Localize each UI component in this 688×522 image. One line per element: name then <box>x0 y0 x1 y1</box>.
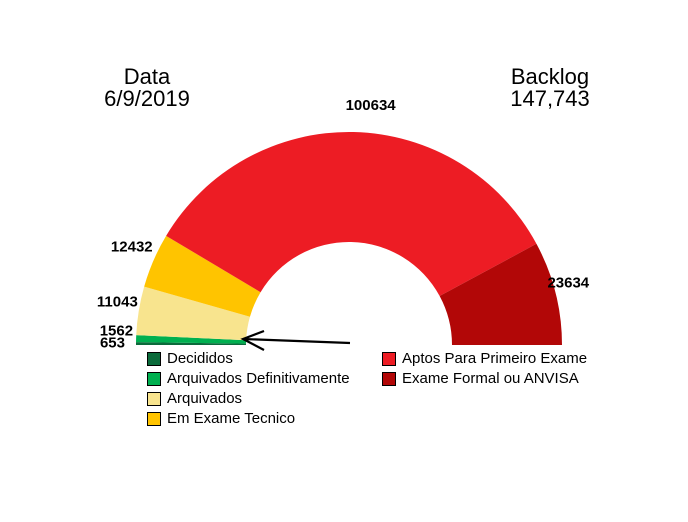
legend-swatch-icon <box>147 352 161 366</box>
backlog-label: Backlog <box>510 64 590 89</box>
gauge-segment-aptos-para-primeiro-exame <box>166 131 537 297</box>
segment-value-label-exame-formal-ou-anvisa: 23634 <box>547 274 589 291</box>
gauge-segment-decididos <box>136 342 247 345</box>
annotation-arrow-icon <box>240 329 351 351</box>
legend-swatch-icon <box>147 392 161 406</box>
legend-right-column: Aptos Para Primeiro Exame Exame Formal ou… <box>382 349 587 389</box>
legend-swatch-icon <box>147 412 161 426</box>
legend-swatch-icon <box>147 372 161 386</box>
date-block: Data 6/9/2019 <box>62 66 232 110</box>
legend-label: Arquivados <box>167 390 243 407</box>
segment-value-label-aptos-para-primeiro-exame: 100634 <box>346 97 397 114</box>
legend-item-em-exame-tecnico: Em Exame Tecnico <box>147 409 350 429</box>
legend-item-decididos: Decididos <box>147 349 350 369</box>
gauge-segment-exame-formal-ou-anvisa <box>439 243 562 345</box>
segment-value-label-em-exame-tecnico: 12432 <box>111 239 153 256</box>
date-label: Data <box>123 64 171 89</box>
date-value: 6/9/2019 <box>104 86 190 111</box>
backlog-value: 147,743 <box>510 86 590 111</box>
legend-label: Exame Formal ou ANVISA <box>402 370 579 387</box>
legend-label: Aptos Para Primeiro Exame <box>402 350 588 367</box>
gauge-segment-arquivados-definitivamente <box>136 335 247 344</box>
legend-swatch-icon <box>382 352 396 366</box>
segment-value-label-arquivados: 11043 <box>97 293 138 310</box>
legend-label: Arquivados Definitivamente <box>167 370 350 387</box>
segment-value-label-decididos: 653 <box>100 335 125 352</box>
legend-item-arquivados-definitivamente: Arquivados Definitivamente <box>147 369 350 389</box>
legend-item-arquivados: Arquivados <box>147 389 350 409</box>
gauge-segment-arquivados <box>136 286 250 341</box>
segment-value-label-arquivados-definitivamente: 1562 <box>100 323 133 340</box>
legend-swatch-icon <box>382 372 396 386</box>
legend-label: Decididos <box>167 350 233 367</box>
legend-item-exame-formal-ou-anvisa: Exame Formal ou ANVISA <box>382 369 587 389</box>
legend-left-column: Decididos Arquivados Definitivamente Arqui… <box>147 349 350 429</box>
legend-item-aptos-para-primeiro-exame: Aptos Para Primeiro Exame <box>382 349 587 369</box>
gauge-segment-em-exame-tecnico <box>144 235 261 317</box>
backlog-block: Backlog 147,743 <box>460 66 640 110</box>
legend-label: Em Exame Tecnico <box>167 410 296 427</box>
